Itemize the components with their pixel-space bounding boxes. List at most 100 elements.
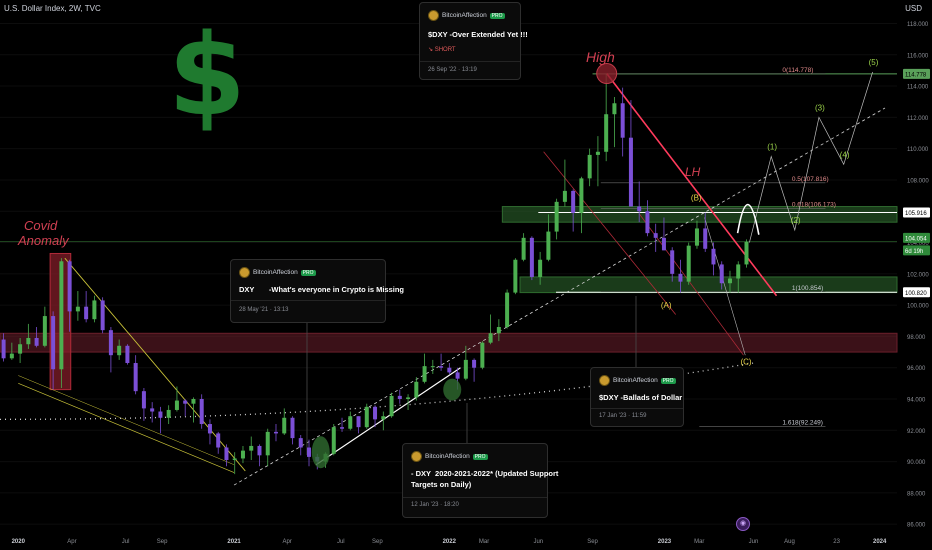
card-title[interactable]: DXY -What's everyone in Crypto is Missin…: [239, 285, 405, 294]
annotation-lines-layer: [0, 71, 897, 486]
candle-body: [240, 450, 245, 459]
candle-body: [678, 273, 683, 282]
candle-body: [472, 359, 477, 368]
zones-layer: [0, 206, 898, 391]
candle-body: [595, 151, 600, 155]
wave-projection-path: [749, 71, 873, 243]
candle-body: [183, 400, 188, 404]
candle-body: [224, 447, 229, 461]
correction-label: (B): [691, 193, 702, 202]
wave-label: (4): [840, 150, 850, 159]
x-tick-label: Sep: [157, 539, 168, 545]
avatar-icon: [428, 10, 439, 21]
pro-badge: PRO: [660, 377, 676, 384]
candle-body: [340, 427, 345, 429]
candle-body: [1, 339, 6, 359]
candle-body: [273, 431, 278, 434]
x-tick-label: Jun: [533, 539, 543, 545]
avatar-icon: [411, 451, 422, 462]
candle-body: [463, 359, 468, 379]
resistance-zone-green: [501, 206, 898, 223]
candle-body: [406, 397, 411, 399]
candle-body: [727, 278, 732, 284]
price-tag-last: 104.054: [905, 236, 927, 242]
candle-body: [447, 367, 452, 373]
divider: [591, 408, 683, 409]
candle-body: [307, 447, 312, 457]
card-title[interactable]: $DXY -Ballads of Dollar: [599, 393, 683, 402]
price-tag-high-bg: [903, 68, 930, 79]
candle-body: [298, 438, 303, 448]
candle-body: [174, 400, 179, 410]
x-tick-label: Jul: [337, 539, 345, 545]
divider: [231, 300, 385, 301]
candle-body: [158, 411, 163, 418]
candle-body: [645, 211, 650, 234]
candle-body: [694, 228, 699, 246]
candle-body: [166, 409, 171, 418]
x-tick-label: Jul: [122, 539, 130, 545]
price-tag-countdown: 6d 19h: [905, 249, 923, 255]
y-tick-label: 98.000: [907, 335, 926, 341]
card-title[interactable]: - DXY 2020-2021-2022* (Updated Support T…: [411, 469, 559, 489]
candle-body: [282, 417, 287, 434]
idea-card-support-targets[interactable]: BitcoinAffection PRO - DXY 2020-2021-2022…: [402, 443, 558, 518]
candle-body: [422, 366, 427, 382]
candle-body: [455, 372, 460, 379]
candle-body: [381, 416, 386, 420]
card-author: BitcoinAffection PRO: [599, 375, 676, 386]
price-tag-resistance: 105.916: [905, 211, 927, 217]
candle-body: [744, 241, 749, 265]
covid-label: Anomaly: [17, 233, 70, 248]
c-wave-guide: [704, 217, 746, 356]
candle-body: [59, 261, 64, 370]
x-tick-label: 23: [833, 539, 840, 545]
covid-label: Covid: [24, 218, 58, 233]
annotation-labels: 0(114.778) 0.5(107.816) 0.618(106.173) 1(10…: [17, 49, 879, 426]
markers-layer: [311, 63, 618, 469]
candle-body: [521, 237, 526, 260]
candle-body: [133, 363, 138, 392]
wave-label: (3): [815, 103, 825, 112]
tradingview-logo-icon[interactable]: ◉: [736, 517, 750, 531]
candle-body: [661, 237, 666, 251]
candle-body: [414, 381, 419, 398]
candle-body: [51, 316, 56, 370]
downtrend-line: [64, 257, 246, 472]
y-tick-label: 96.000: [907, 366, 926, 372]
y-tick-label: 94.000: [907, 398, 926, 404]
candle-body: [719, 264, 724, 284]
candle-body: [439, 366, 444, 368]
card-author: BitcoinAffection PRO: [411, 451, 488, 462]
candle-body: [232, 458, 237, 461]
card-date: 26 Sep '22 · 13:19: [428, 67, 477, 73]
y-tick-label: 86.000: [907, 523, 926, 529]
candle-body: [191, 399, 196, 404]
divider: [403, 497, 547, 498]
x-tick-label: 2020: [12, 539, 26, 545]
candle-body: [496, 327, 501, 334]
y-tick-label: 104.000: [907, 241, 929, 247]
idea-card-ballads[interactable]: BitcoinAffection PRO $DXY -Ballads of Dol…: [590, 367, 684, 427]
candle-body: [249, 445, 254, 451]
idea-card-crypto-missing[interactable]: BitcoinAffection PRO DXY -What's everyone…: [230, 259, 404, 323]
candle-body: [686, 245, 691, 282]
support-marker: [311, 436, 330, 469]
x-tick-label: Jun: [749, 539, 759, 545]
idea-card-overextended[interactable]: BitcoinAffection PRO $DXY -Over Extended …: [419, 2, 528, 80]
x-tick-label: 2021: [227, 539, 241, 545]
card-title[interactable]: $DXY -Over Extended Yet !!!: [428, 30, 528, 39]
price-axis: 118.000 116.000 114.000 112.000 110.000 108.0…: [907, 22, 929, 529]
wave-label: (1): [767, 142, 777, 151]
candle-body: [653, 233, 658, 238]
fib-label: 0.5(107.816): [792, 176, 829, 183]
candle-body: [604, 114, 609, 152]
candle-body: [711, 248, 716, 265]
candle-body: [199, 399, 204, 425]
y-tick-label: 102.000: [907, 272, 929, 278]
candle-body: [364, 406, 369, 428]
downtrend-lower-line-2: [18, 375, 235, 465]
price-tag-countdown-bg: [903, 245, 930, 256]
x-tick-label: 2024: [873, 539, 887, 545]
